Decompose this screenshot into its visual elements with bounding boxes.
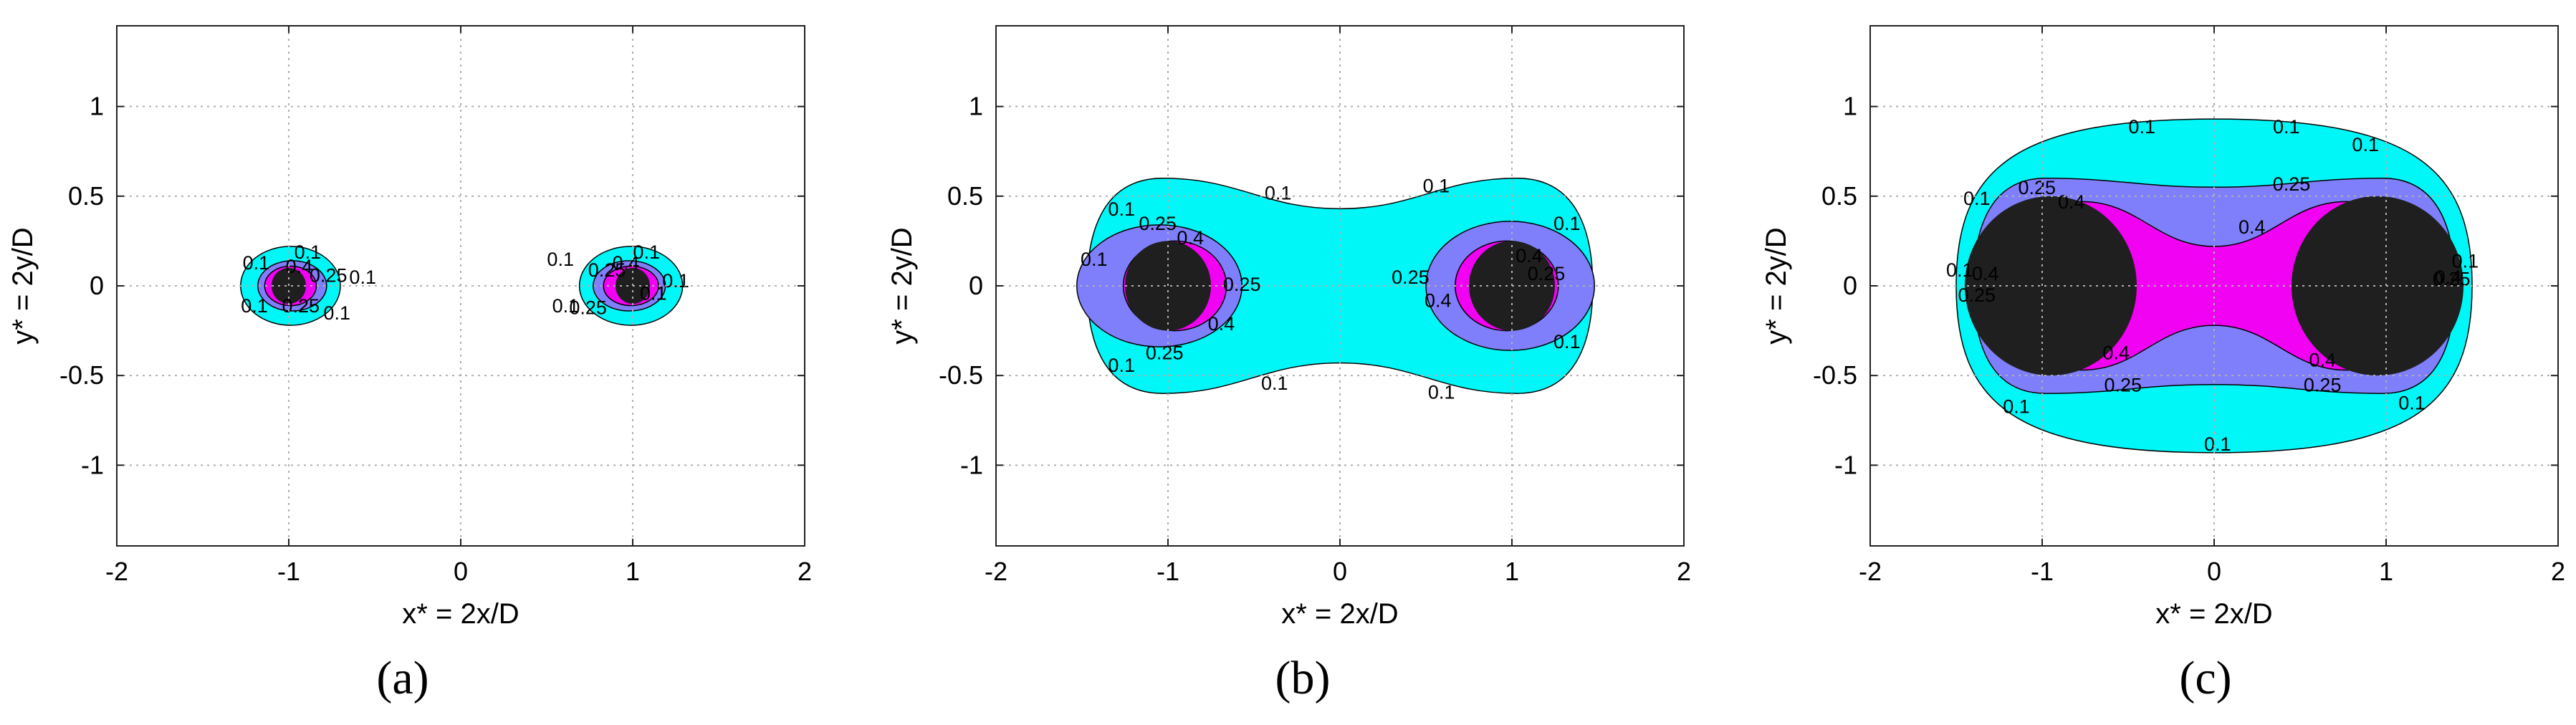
- contour-label: 0.1: [552, 295, 580, 317]
- contour-label: 0.4: [1208, 313, 1235, 335]
- contour-label: 0.25: [282, 295, 320, 317]
- contour-label: 0.1: [1108, 355, 1135, 376]
- y-tick-label: 1: [1843, 92, 1857, 121]
- y-tick-label: 0.5: [947, 181, 983, 211]
- contour-label: 0.1: [2452, 251, 2479, 272]
- contour-label: 0.4: [1516, 245, 1543, 267]
- contour-label: 0.1: [2204, 433, 2231, 455]
- y-tick-label: 0: [969, 271, 983, 300]
- contour-label: 0.4: [2435, 267, 2462, 288]
- contour-label: 0.1: [633, 241, 660, 263]
- x-tick-label: -2: [985, 557, 1007, 586]
- x-tick-label: 2: [2551, 557, 2565, 586]
- contour-label: 0.25: [2019, 177, 2057, 198]
- contour-label: 0.25: [1958, 284, 1996, 306]
- contour-label: 0.25: [2304, 374, 2342, 395]
- contour-label: 0.1: [662, 270, 689, 292]
- contour-label: 0.25: [588, 259, 626, 281]
- contour-label: 0.25: [310, 265, 348, 287]
- contour-label: 0.1: [241, 295, 268, 317]
- contour-label: 0.1: [243, 252, 270, 274]
- contour-label: 0.4: [1972, 263, 1999, 284]
- x-tick-label: -1: [1157, 557, 1179, 586]
- x-tick-label: 0: [2207, 557, 2221, 586]
- y-tick-label: -0.5: [59, 360, 104, 390]
- contour-label: 0.1: [323, 302, 350, 324]
- contour-label: 0.1: [1963, 188, 1991, 209]
- contour-label: 0.25: [569, 297, 607, 319]
- panel-label-c: (c): [2179, 652, 2231, 704]
- x-tick-label: -1: [2031, 557, 2054, 586]
- y-tick-label: -0.5: [1813, 360, 1857, 390]
- y-tick-label: 0: [90, 271, 104, 300]
- x-axis-label: x* = 2x/D: [2155, 598, 2272, 630]
- contour-label: 0.1: [2128, 116, 2155, 138]
- contour-label: 0.1: [547, 249, 574, 270]
- contour-label: 0.25: [1392, 267, 1430, 288]
- x-tick-label: 0: [1333, 557, 1347, 586]
- contour-label: 0.4: [1177, 227, 1204, 249]
- contour-label: 0.1: [2398, 392, 2426, 413]
- contour-label: 0.1: [2273, 116, 2300, 138]
- contour-label: 0.25: [1146, 342, 1184, 363]
- contour-label: 0.4: [2239, 216, 2266, 238]
- y-tick-label: -1: [960, 450, 983, 479]
- y-tick-label: 0.5: [1821, 181, 1857, 211]
- contour-label: 0.1: [2003, 395, 2030, 417]
- y-tick-label: -0.5: [939, 360, 983, 390]
- contour-label: 0.1: [1553, 213, 1581, 234]
- contour-label: 0.1: [349, 267, 376, 288]
- y-axis-label: y* = 2y/D: [1761, 227, 1792, 344]
- panel-label-b: (b): [1275, 652, 1331, 704]
- contour-label: 0.1: [1946, 259, 1973, 281]
- y-tick-label: 0.5: [68, 181, 104, 211]
- y-tick-label: -1: [81, 450, 104, 479]
- plot-area: 0.10.10.1 0.10.10.250.250.40.10.10.10.10.…: [240, 241, 689, 326]
- contour-label: 0.4: [286, 256, 313, 277]
- contour-label: 0.4: [2102, 342, 2130, 363]
- contour-label: 0.1: [1423, 175, 1450, 196]
- contour-label: 0.1: [1081, 249, 1108, 270]
- y-axis-label: y* = 2y/D: [886, 227, 918, 344]
- contour-label: 0.1: [1553, 331, 1581, 352]
- contour-label: 0.1: [295, 241, 322, 263]
- y-tick-label: -1: [1834, 450, 1857, 479]
- x-axis-label: x* = 2x/D: [402, 598, 519, 630]
- x-tick-label: 1: [2379, 557, 2393, 586]
- contour-panel-c: 0.1 0.10.10.10.10.10.10.10.10.25 0.250.25 0…: [1761, 25, 2565, 630]
- contour-label: 0.4: [2309, 349, 2336, 370]
- contour-label: 0.4: [1425, 290, 1452, 312]
- x-tick-label: 0: [454, 557, 468, 586]
- x-tick-label: -2: [105, 557, 128, 586]
- contour-label: 0.1: [2352, 134, 2379, 155]
- panel-label-a: (a): [376, 652, 428, 704]
- cylinder-marker: [2292, 196, 2464, 376]
- contour-label: 0.4: [613, 252, 640, 274]
- contour-label: 0.25: [2105, 374, 2142, 395]
- x-tick-label: 2: [798, 557, 812, 586]
- x-axis-label: x* = 2x/D: [1281, 598, 1398, 630]
- contour-label: 0.25: [1528, 263, 1566, 284]
- contour-label: 0.25: [1223, 274, 1261, 295]
- contour-label: 0.1: [1265, 182, 1292, 203]
- contour-panel-a: 0.10.10.1 0.10.10.250.250.40.10.10.10.10.…: [7, 25, 812, 630]
- y-axis-label: y* = 2y/D: [7, 227, 39, 344]
- contour-panel-b: 0.1 0.10.10.10.10.1 0.10.10.10.250.250.250…: [886, 25, 1691, 630]
- contour-label: 0.4: [2058, 191, 2085, 213]
- y-tick-label: 1: [969, 92, 983, 121]
- contour-label: 0.1: [1108, 198, 1135, 220]
- contour-label: 0.25: [2273, 173, 2311, 195]
- contour-label: 0.1: [1428, 381, 1455, 403]
- x-tick-label: 1: [1505, 557, 1519, 586]
- x-tick-label: 1: [626, 557, 640, 586]
- x-tick-label: -1: [277, 557, 300, 586]
- x-tick-label: -2: [1859, 557, 1882, 586]
- y-tick-label: 0: [1843, 271, 1857, 300]
- x-tick-label: 2: [1677, 557, 1691, 586]
- y-tick-label: 1: [90, 92, 104, 121]
- contour-label: 0.25: [1139, 213, 1177, 234]
